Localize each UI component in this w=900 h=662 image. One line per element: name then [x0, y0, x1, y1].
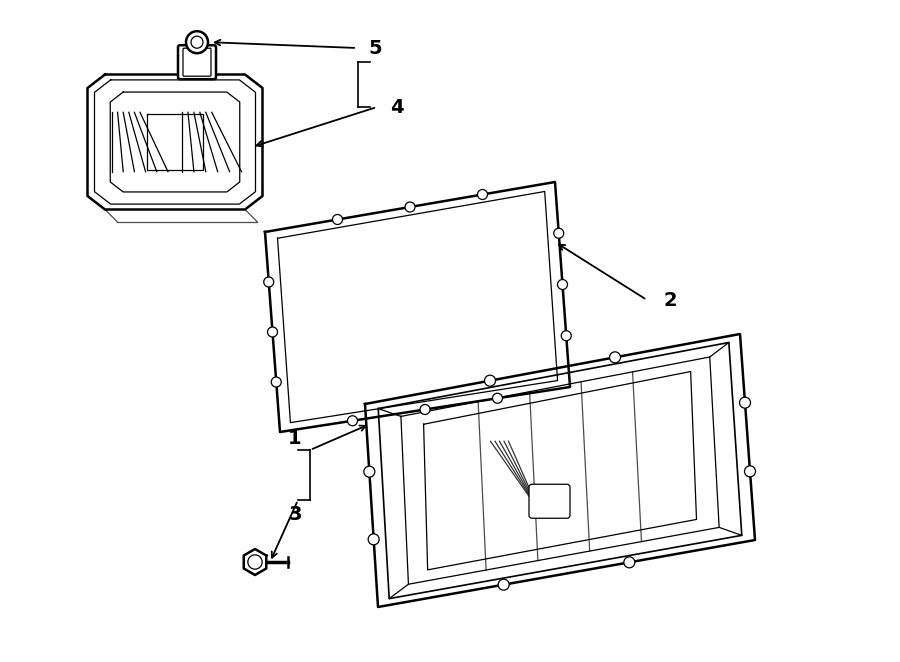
Circle shape: [624, 557, 634, 568]
Circle shape: [740, 397, 751, 408]
Text: 3: 3: [288, 504, 302, 524]
Circle shape: [420, 404, 430, 414]
Text: 5: 5: [368, 38, 382, 58]
Circle shape: [347, 416, 357, 426]
FancyBboxPatch shape: [178, 45, 216, 79]
Circle shape: [186, 31, 208, 53]
Circle shape: [271, 377, 282, 387]
Circle shape: [368, 534, 379, 545]
Circle shape: [484, 375, 496, 386]
Circle shape: [499, 579, 509, 590]
Circle shape: [405, 202, 415, 212]
Circle shape: [554, 228, 563, 238]
Circle shape: [557, 279, 568, 289]
Text: 1: 1: [288, 428, 302, 448]
Circle shape: [609, 352, 620, 363]
Text: 2: 2: [663, 291, 677, 310]
FancyBboxPatch shape: [183, 48, 211, 76]
Circle shape: [744, 466, 755, 477]
Text: 4: 4: [391, 97, 404, 117]
Circle shape: [492, 393, 502, 403]
Circle shape: [478, 189, 488, 199]
FancyBboxPatch shape: [529, 484, 570, 518]
Circle shape: [562, 331, 572, 341]
Circle shape: [267, 327, 277, 337]
Circle shape: [191, 36, 203, 48]
Circle shape: [364, 466, 374, 477]
Circle shape: [332, 214, 343, 224]
Circle shape: [264, 277, 274, 287]
Circle shape: [248, 555, 262, 569]
